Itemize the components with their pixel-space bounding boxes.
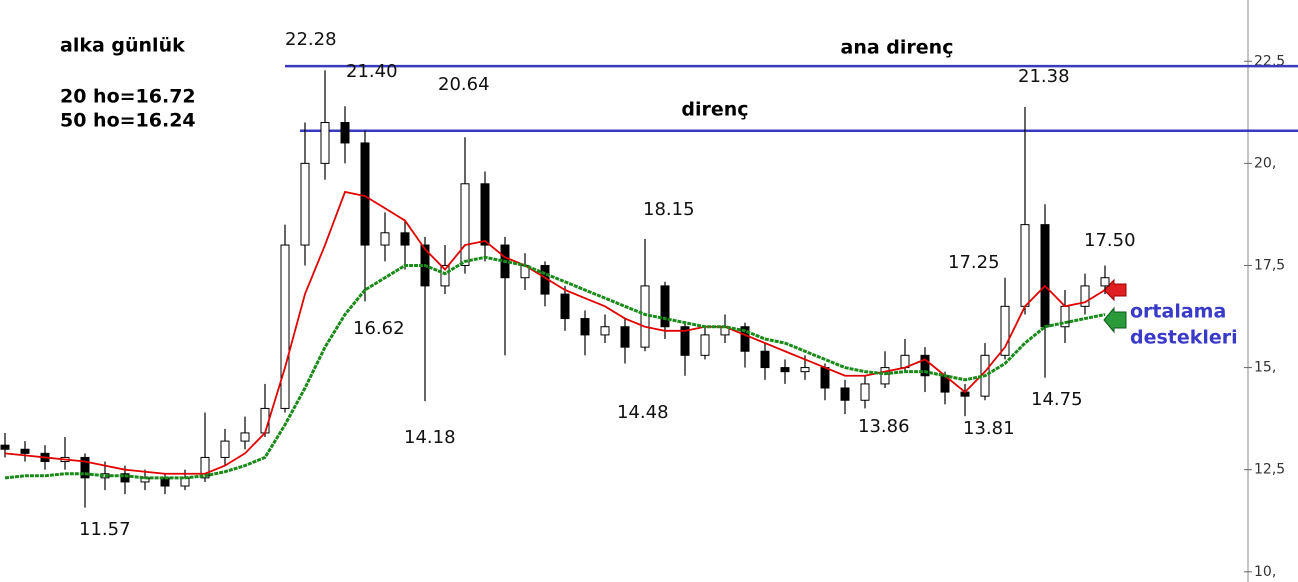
candle-body	[620, 326, 630, 348]
y-tick-label: 12,5	[1254, 462, 1285, 478]
resistance-label: ana direnç	[841, 37, 954, 59]
candle-body	[1080, 285, 1090, 307]
y-tick-label: 17,5	[1254, 257, 1285, 273]
candle-body	[480, 183, 490, 246]
candle-body	[240, 432, 250, 442]
candle-body	[200, 456, 210, 479]
y-tick-label: 15,	[1254, 360, 1276, 376]
y-tick-label: 20,	[1254, 155, 1276, 171]
price-label: 17.50	[1084, 230, 1136, 251]
candle-body	[1020, 224, 1030, 307]
price-label: 22.28	[285, 29, 337, 50]
side-note: destekleri	[1130, 327, 1238, 349]
candle-body	[760, 350, 770, 369]
candle-body	[1100, 277, 1110, 287]
candle-body	[820, 367, 830, 389]
price-label: 18.15	[643, 199, 695, 220]
side-note: ortalama	[1130, 301, 1226, 323]
candle-body	[560, 293, 570, 320]
candle-body	[320, 122, 330, 164]
candle-body	[740, 326, 750, 352]
price-label: 21.38	[1018, 66, 1070, 87]
chart-title: alka günlük	[60, 35, 185, 57]
price-label: 11.57	[79, 519, 131, 540]
candle-body	[80, 456, 90, 479]
candle-body	[780, 367, 790, 373]
price-label: 14.18	[404, 427, 456, 448]
price-label: 16.62	[353, 318, 405, 339]
resistance-label: direnç	[681, 99, 748, 121]
candle-body	[700, 334, 710, 356]
price-label: 13.81	[963, 418, 1015, 439]
candle-body	[1000, 305, 1010, 356]
candle-body	[920, 354, 930, 377]
candle-body	[860, 383, 870, 401]
price-label: 21.40	[346, 61, 398, 82]
arrow-green	[1103, 306, 1127, 334]
candle-body	[660, 285, 670, 328]
candle-body	[600, 326, 610, 336]
candle-body	[220, 440, 230, 458]
candle-body	[440, 264, 450, 287]
moving-average	[4, 255, 1106, 480]
candle-body	[0, 444, 10, 450]
candle-body	[360, 142, 370, 246]
candle-body	[580, 318, 590, 336]
price-label: 13.86	[858, 416, 910, 437]
candle-body	[300, 162, 310, 246]
candle-body	[680, 326, 690, 356]
price-label: 14.75	[1031, 389, 1083, 410]
moving-average	[4, 190, 1106, 475]
candle-body	[460, 183, 470, 266]
candle-body	[800, 367, 810, 373]
candle-body	[1040, 224, 1050, 328]
price-label: 14.48	[617, 402, 669, 423]
candle-body	[880, 367, 890, 385]
y-tick-label: 10,	[1254, 564, 1276, 580]
price-label: 20.64	[438, 74, 490, 95]
candle-body	[400, 232, 410, 246]
candle-body	[340, 122, 350, 144]
candle-body	[120, 473, 130, 483]
candle-body	[20, 448, 30, 454]
candle-body	[280, 244, 290, 409]
price-label: 17.25	[948, 252, 1000, 273]
legend-entry: 20 ho=16.72	[60, 86, 196, 108]
candle-body	[260, 407, 270, 434]
legend-entry: 50 ho=16.24	[60, 110, 196, 132]
candle-body	[840, 387, 850, 401]
candle-body	[380, 232, 390, 246]
